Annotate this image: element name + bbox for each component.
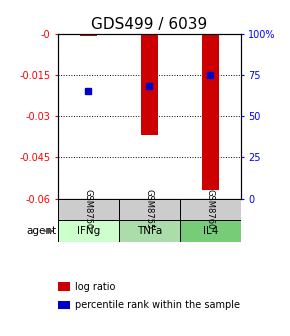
Text: GSM8760: GSM8760 [206,189,215,229]
Text: IL4: IL4 [202,226,218,236]
Text: log ratio: log ratio [75,282,116,292]
Text: percentile rank within the sample: percentile rank within the sample [75,300,240,310]
Text: GSM8750: GSM8750 [84,189,93,229]
Bar [58,199,119,220]
Bar [58,220,119,242]
Title: GDS499 / 6039: GDS499 / 6039 [91,17,207,33]
Text: TNFa: TNFa [137,226,162,236]
Bar [202,34,219,190]
Bar [180,199,241,220]
Bar [141,34,158,135]
Bar [119,199,180,220]
Text: IFNg: IFNg [77,226,100,236]
Bar [180,220,241,242]
Bar [80,34,97,36]
Text: agent: agent [27,226,57,236]
Text: GSM8755: GSM8755 [145,189,154,229]
Bar [119,220,180,242]
